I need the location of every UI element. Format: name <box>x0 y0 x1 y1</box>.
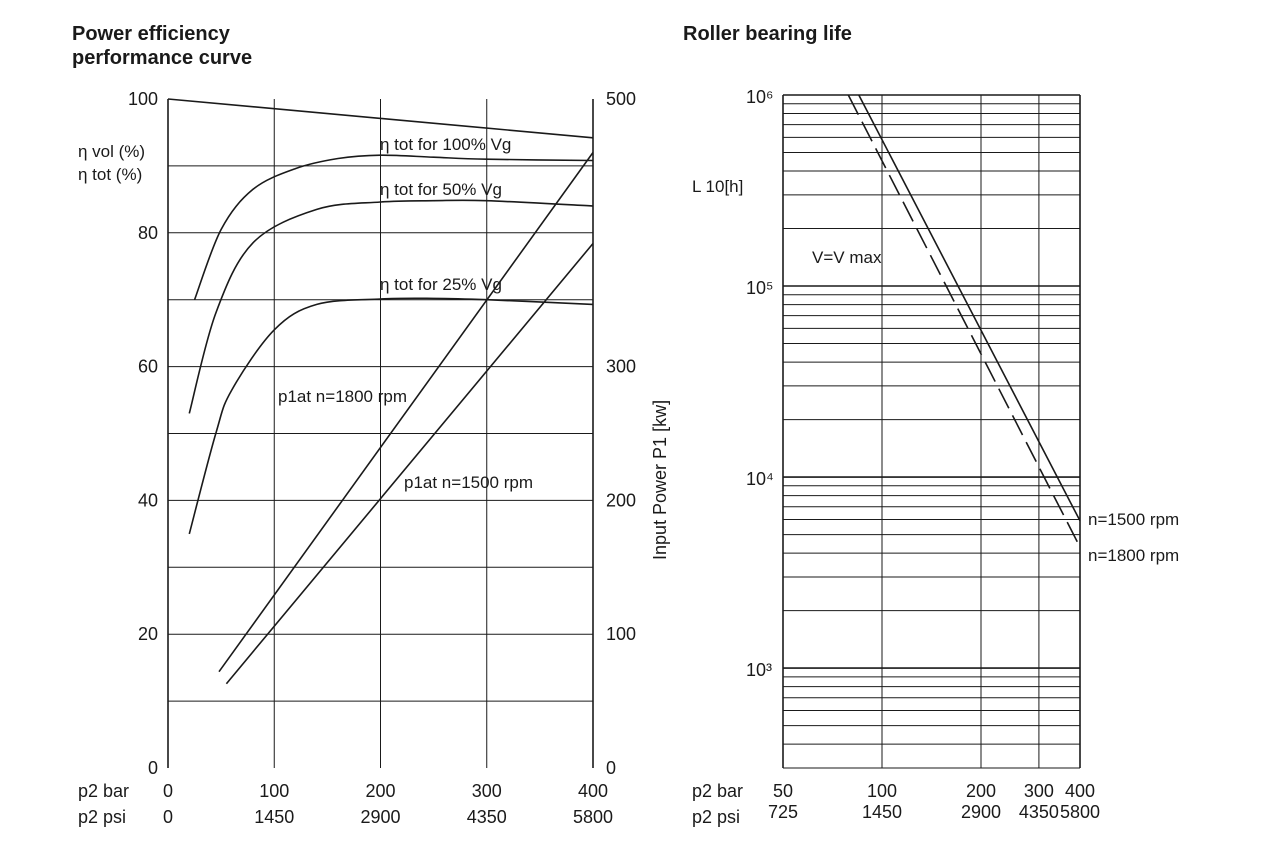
x-tick-label-bar-100: 100 <box>259 781 289 801</box>
x-tick-label-bar-200: 200 <box>365 781 395 801</box>
x-tick-label-psi-5800: 5800 <box>1060 802 1100 822</box>
annotation-v-max: V=V max <box>812 248 882 267</box>
series-tot-for-50-vg <box>188 199 594 414</box>
x-tick-label-bar-200: 200 <box>966 781 996 801</box>
y-tick-label-60: 60 <box>138 357 158 377</box>
x-tick-label-psi-1450: 1450 <box>862 802 902 822</box>
y-tick-label-1000000: 10⁶ <box>746 87 773 107</box>
label-eta-tot-50: η tot for 50% Vg <box>380 180 502 199</box>
label-eta-tot-100: η tot for 100% Vg <box>380 135 511 154</box>
x-tick-label-psi-4350: 4350 <box>1019 802 1059 822</box>
series-p1-at-n-1500-rpm <box>225 242 594 685</box>
x-tick-label-psi-5800: 5800 <box>573 807 613 827</box>
left-chart-title-line2: performance curve <box>72 47 253 69</box>
label-eta-tot-25: η tot for 25% Vg <box>380 275 502 294</box>
label-n-1500: n=1500 rpm <box>1088 510 1179 529</box>
x-tick-label-psi-4350: 4350 <box>467 807 507 827</box>
x-axis-label-bar: p2 bar <box>78 781 129 801</box>
y-tick-label-1000: 10³ <box>746 660 772 680</box>
x-tick-label-bar-50: 50 <box>773 781 793 801</box>
y-tick-label-100000: 10⁵ <box>746 278 773 298</box>
y2-tick-label-500: 500 <box>606 89 636 109</box>
y2-tick-label-300: 300 <box>606 357 636 377</box>
x-tick-label-psi-725: 725 <box>768 802 798 822</box>
y2-tick-label-0: 0 <box>606 758 616 778</box>
x-tick-label-bar-400: 400 <box>1065 781 1095 801</box>
x-tick-label-bar-300: 300 <box>1024 781 1054 801</box>
x-axis-label-psi: p2 psi <box>78 807 126 827</box>
label-n-1800: n=1800 rpm <box>1088 546 1179 565</box>
series-p1-at-n-1800-rpm <box>218 152 594 673</box>
x-tick-label-psi-1450: 1450 <box>254 807 294 827</box>
series-n-1500-rpm <box>858 94 1081 522</box>
x-tick-label-psi-0: 0 <box>163 807 173 827</box>
label-p1-1500: p1at n=1500 rpm <box>404 473 533 492</box>
right-chart-title: Roller bearing life <box>683 23 852 45</box>
efficiency-chart: 0 20 40 60 80 100 0 100 200 300 500 0 100 200 300 400 0 1… <box>128 89 636 827</box>
series-vol <box>167 98 594 139</box>
x-tick-label-bar-400: 400 <box>578 781 608 801</box>
y-tick-label-80: 80 <box>138 223 158 243</box>
series-tot-for-25-vg <box>188 297 594 535</box>
label-p1-1800: p1at n=1800 rpm <box>278 387 407 406</box>
y-axis-label-eta-tot: η tot (%) <box>78 165 142 184</box>
x-tick-label-bar-100: 100 <box>867 781 897 801</box>
left-chart-title-line1: Power efficiency <box>72 23 230 45</box>
bearing-life-chart: 10³ 10⁴ 10⁵ 10⁶ 50 100 200 300 400 725 1450 2900 435… <box>746 87 1100 822</box>
y2-tick-label-100: 100 <box>606 624 636 644</box>
series-n-1800-rpm <box>847 94 1081 548</box>
y-axis-label-eta-vol: η vol (%) <box>78 142 145 161</box>
x-tick-label-bar-300: 300 <box>472 781 502 801</box>
x-tick-label-psi-2900: 2900 <box>961 802 1001 822</box>
x-tick-label-bar-0: 0 <box>163 781 173 801</box>
y-axis-label-l10: L 10[h] <box>692 177 743 196</box>
y-tick-label-10000: 10⁴ <box>746 469 774 489</box>
y-tick-label-100: 100 <box>128 89 158 109</box>
y2-tick-label-200: 200 <box>606 490 636 510</box>
x-axis-label-psi-right: p2 psi <box>692 807 740 827</box>
y2-axis-label-input-power: Input Power P1 [kw] <box>650 400 670 560</box>
y-tick-label-0: 0 <box>148 758 158 778</box>
y-tick-label-40: 40 <box>138 490 158 510</box>
x-tick-label-psi-2900: 2900 <box>360 807 400 827</box>
x-axis-label-bar-right: p2 bar <box>692 781 743 801</box>
y-tick-label-20: 20 <box>138 624 158 644</box>
series-tot-for-100-vg <box>193 154 594 300</box>
